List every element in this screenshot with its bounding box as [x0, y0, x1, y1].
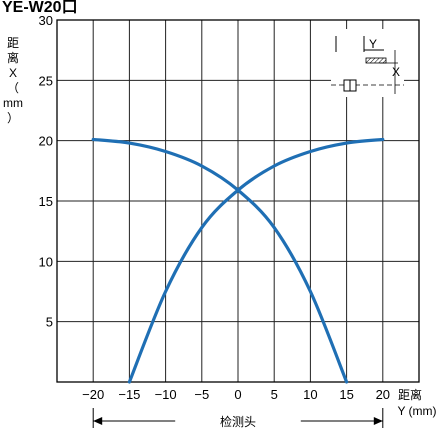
inset-target	[365, 57, 387, 64]
chart-title: YE-W20口	[2, 0, 78, 16]
x-tick-label: −20	[82, 387, 104, 402]
y-tick-label: 20	[39, 134, 53, 149]
x-tick-label: −15	[118, 387, 140, 402]
x-tick-label: −5	[194, 387, 209, 402]
labels: −20 −15 −10 −5 0 5 10 15 20 5 10 15 20 25 30 距离 X （mm ） 距离 Y…	[3, 13, 437, 418]
series-line	[91, 137, 349, 384]
y-tick-label: 15	[39, 194, 53, 209]
x-tick-label: 20	[376, 387, 390, 402]
x-tick-label: 5	[271, 387, 278, 402]
x-tick-label: −10	[155, 387, 177, 402]
plot-frame	[56, 19, 420, 383]
series-layer	[91, 137, 385, 384]
x-axis-label-bottom: Y (mm)	[397, 404, 436, 418]
y-tick-label: 5	[46, 315, 53, 330]
x-tick-label: 15	[339, 387, 353, 402]
inset-label-x: X	[392, 65, 400, 79]
annotation-arrowhead	[373, 417, 383, 425]
y-tick-label: 25	[39, 73, 53, 88]
x-axis-label-top: 距离	[398, 387, 422, 402]
y-tick-label: 30	[39, 13, 53, 28]
y-axis-label: 距离 X （mm）	[3, 36, 23, 125]
series-line	[127, 137, 385, 384]
x-tick-label: 10	[303, 387, 317, 402]
sensor-inset: YX	[331, 29, 404, 97]
x-tick-label: 0	[234, 387, 241, 402]
annotation-arrowhead	[93, 417, 103, 425]
axes	[56, 19, 420, 383]
y-tick-label: 10	[39, 254, 53, 269]
inset-label-y: Y	[369, 37, 377, 51]
annotation-label: 检测头	[220, 414, 256, 429]
detection-head-annotation: 检测头	[92, 408, 384, 429]
